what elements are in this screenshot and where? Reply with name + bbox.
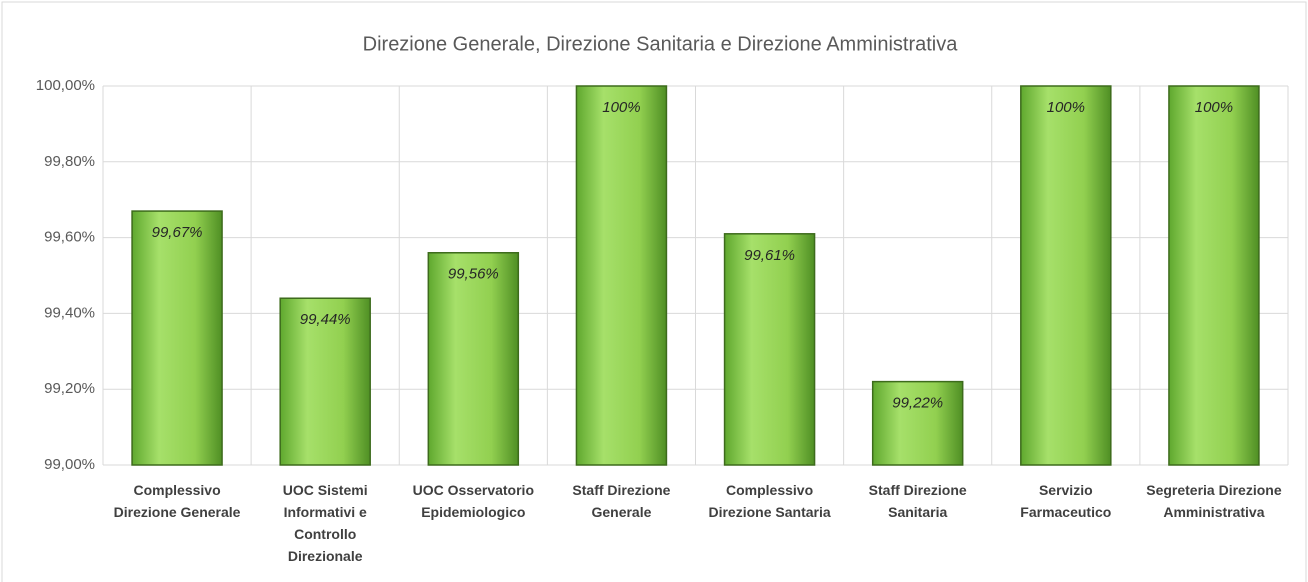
y-tick-label: 100,00% [36,77,95,94]
bar [1168,85,1260,466]
bar [1020,85,1112,466]
x-tick-label: Complessivo Direzione Generale [113,482,241,520]
data-label: 99,67% [152,224,203,241]
bar [279,297,371,466]
data-label: 100% [1047,99,1085,116]
x-tick-label: UOC Osservatorio Epidemiologico [412,482,534,520]
bar [427,252,520,466]
x-tick-label: Staff Direzione Sanitaria [868,482,967,520]
data-label: 99,56% [448,266,499,283]
x-tick-label: Servizio Farmaceutico [1020,482,1112,520]
data-label: 99,61% [744,247,795,264]
x-tick-label: Complessivo Direzione Santaria [708,482,831,520]
x-tick-label: Staff Direzione Generale [572,482,671,520]
bar [575,85,668,466]
y-tick-label: 99,60% [44,229,95,246]
data-label: 99,22% [892,395,943,412]
y-tick-label: 99,40% [44,304,95,321]
y-tick-label: 99,80% [44,153,95,170]
chart-title: Direzione Generale, Direzione Sanitaria … [363,33,959,55]
y-tick-label: 99,00% [44,456,95,473]
x-tick-label: UOC Sistemi Informativi e Controllo Dire… [282,482,368,564]
data-label: 99,44% [300,311,351,328]
bar [871,380,964,466]
bar [723,233,816,466]
data-label: 100% [602,99,640,116]
data-label: 100% [1195,99,1233,116]
x-tick-label: Segreteria Direzione Amministrativa [1146,482,1282,520]
y-tick-label: 99,20% [44,380,95,397]
bar [131,210,223,466]
